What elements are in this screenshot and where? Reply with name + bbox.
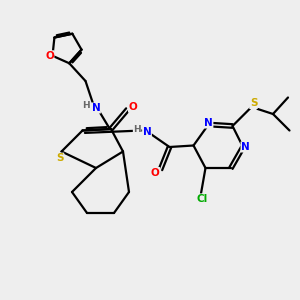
- Text: O: O: [45, 51, 54, 61]
- Text: N: N: [142, 127, 152, 137]
- Text: N: N: [92, 103, 100, 113]
- Text: N: N: [204, 118, 213, 128]
- Text: O: O: [151, 167, 160, 178]
- Text: N: N: [241, 142, 250, 152]
- Text: O: O: [128, 102, 137, 112]
- Text: S: S: [250, 98, 257, 109]
- Text: S: S: [56, 153, 64, 163]
- Text: H: H: [133, 124, 141, 134]
- Text: H: H: [82, 101, 90, 110]
- Text: Cl: Cl: [197, 194, 208, 204]
